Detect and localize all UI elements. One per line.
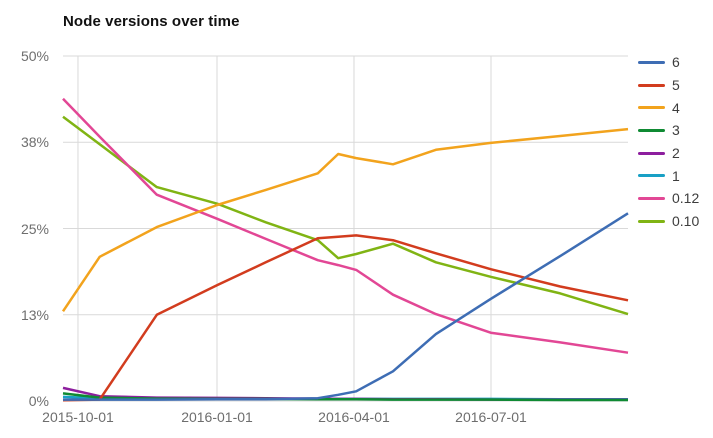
legend-label: 0.10 — [672, 213, 700, 230]
y-axis-tick-label: 13% — [20, 306, 49, 323]
legend-item-0.12: 0.12 — [638, 187, 699, 210]
y-axis-tick-label: 38% — [20, 134, 49, 151]
legend-label: 2 — [672, 145, 680, 162]
legend-item-6: 6 — [638, 51, 699, 74]
y-axis-tick-label: 25% — [20, 220, 49, 237]
series-line-5 — [62, 234, 629, 402]
legend-swatch-icon — [638, 83, 665, 87]
legend-label: 3 — [672, 122, 680, 139]
y-axis-tick-label: 50% — [20, 48, 49, 64]
y-axis-tick-label: 0% — [28, 393, 49, 409]
legend-label: 6 — [672, 54, 680, 71]
legend-label: 5 — [672, 77, 680, 94]
legend-swatch-icon — [638, 106, 665, 110]
legend-item-0.10: 0.10 — [638, 210, 699, 233]
series-line-6 — [63, 212, 629, 401]
legend: 6 5 4 3 2 1 0.12 0.10 — [638, 51, 699, 233]
legend-item-3: 3 — [638, 119, 699, 142]
legend-swatch-icon — [638, 174, 665, 178]
x-axis-tick-label: 2016-07-01 — [455, 409, 527, 425]
legend-swatch-icon — [638, 151, 665, 155]
legend-item-4: 4 — [638, 96, 699, 119]
legend-swatch-icon — [638, 128, 665, 132]
legend-item-1: 1 — [638, 164, 699, 187]
series-line-0.10 — [62, 115, 629, 316]
legend-swatch-icon — [638, 196, 665, 200]
chart-title: Node versions over time — [63, 13, 240, 30]
legend-item-5: 5 — [638, 74, 699, 97]
legend-label: 0.12 — [672, 190, 700, 207]
x-axis-tick-label: 2015-10-01 — [42, 409, 114, 425]
legend-label: 1 — [672, 167, 680, 184]
x-axis-tick-label: 2016-01-01 — [181, 409, 253, 425]
x-axis-tick-label: 2016-04-01 — [318, 409, 390, 425]
legend-swatch-icon — [638, 219, 665, 223]
series-line-4 — [61, 127, 629, 312]
legend-label: 4 — [672, 99, 680, 116]
legend-item-2: 2 — [638, 142, 699, 165]
series-line-0.12 — [62, 97, 629, 354]
legend-swatch-icon — [638, 60, 665, 64]
